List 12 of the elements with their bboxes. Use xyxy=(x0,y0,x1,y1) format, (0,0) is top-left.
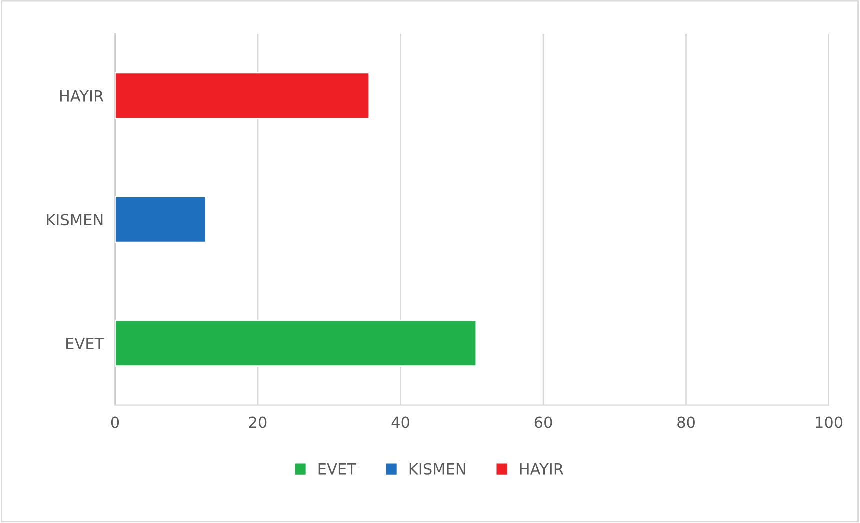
x-tick-label: 20 xyxy=(249,416,267,428)
x-tick-label: 60 xyxy=(534,416,552,428)
y-tick-label: EVET xyxy=(66,338,104,350)
x-tick-label: 40 xyxy=(392,416,410,428)
legend-label: HAYIR xyxy=(520,464,564,475)
y-tick-label: KISMEN xyxy=(47,214,103,226)
x-tick-label: 100 xyxy=(816,416,843,428)
y-tick-label: HAYIR xyxy=(60,90,104,102)
legend-label: KISMEN xyxy=(410,463,466,475)
x-tick-label: 80 xyxy=(678,416,695,428)
legend-label: EVET xyxy=(318,464,356,475)
x-tick-label: 0 xyxy=(111,416,120,428)
